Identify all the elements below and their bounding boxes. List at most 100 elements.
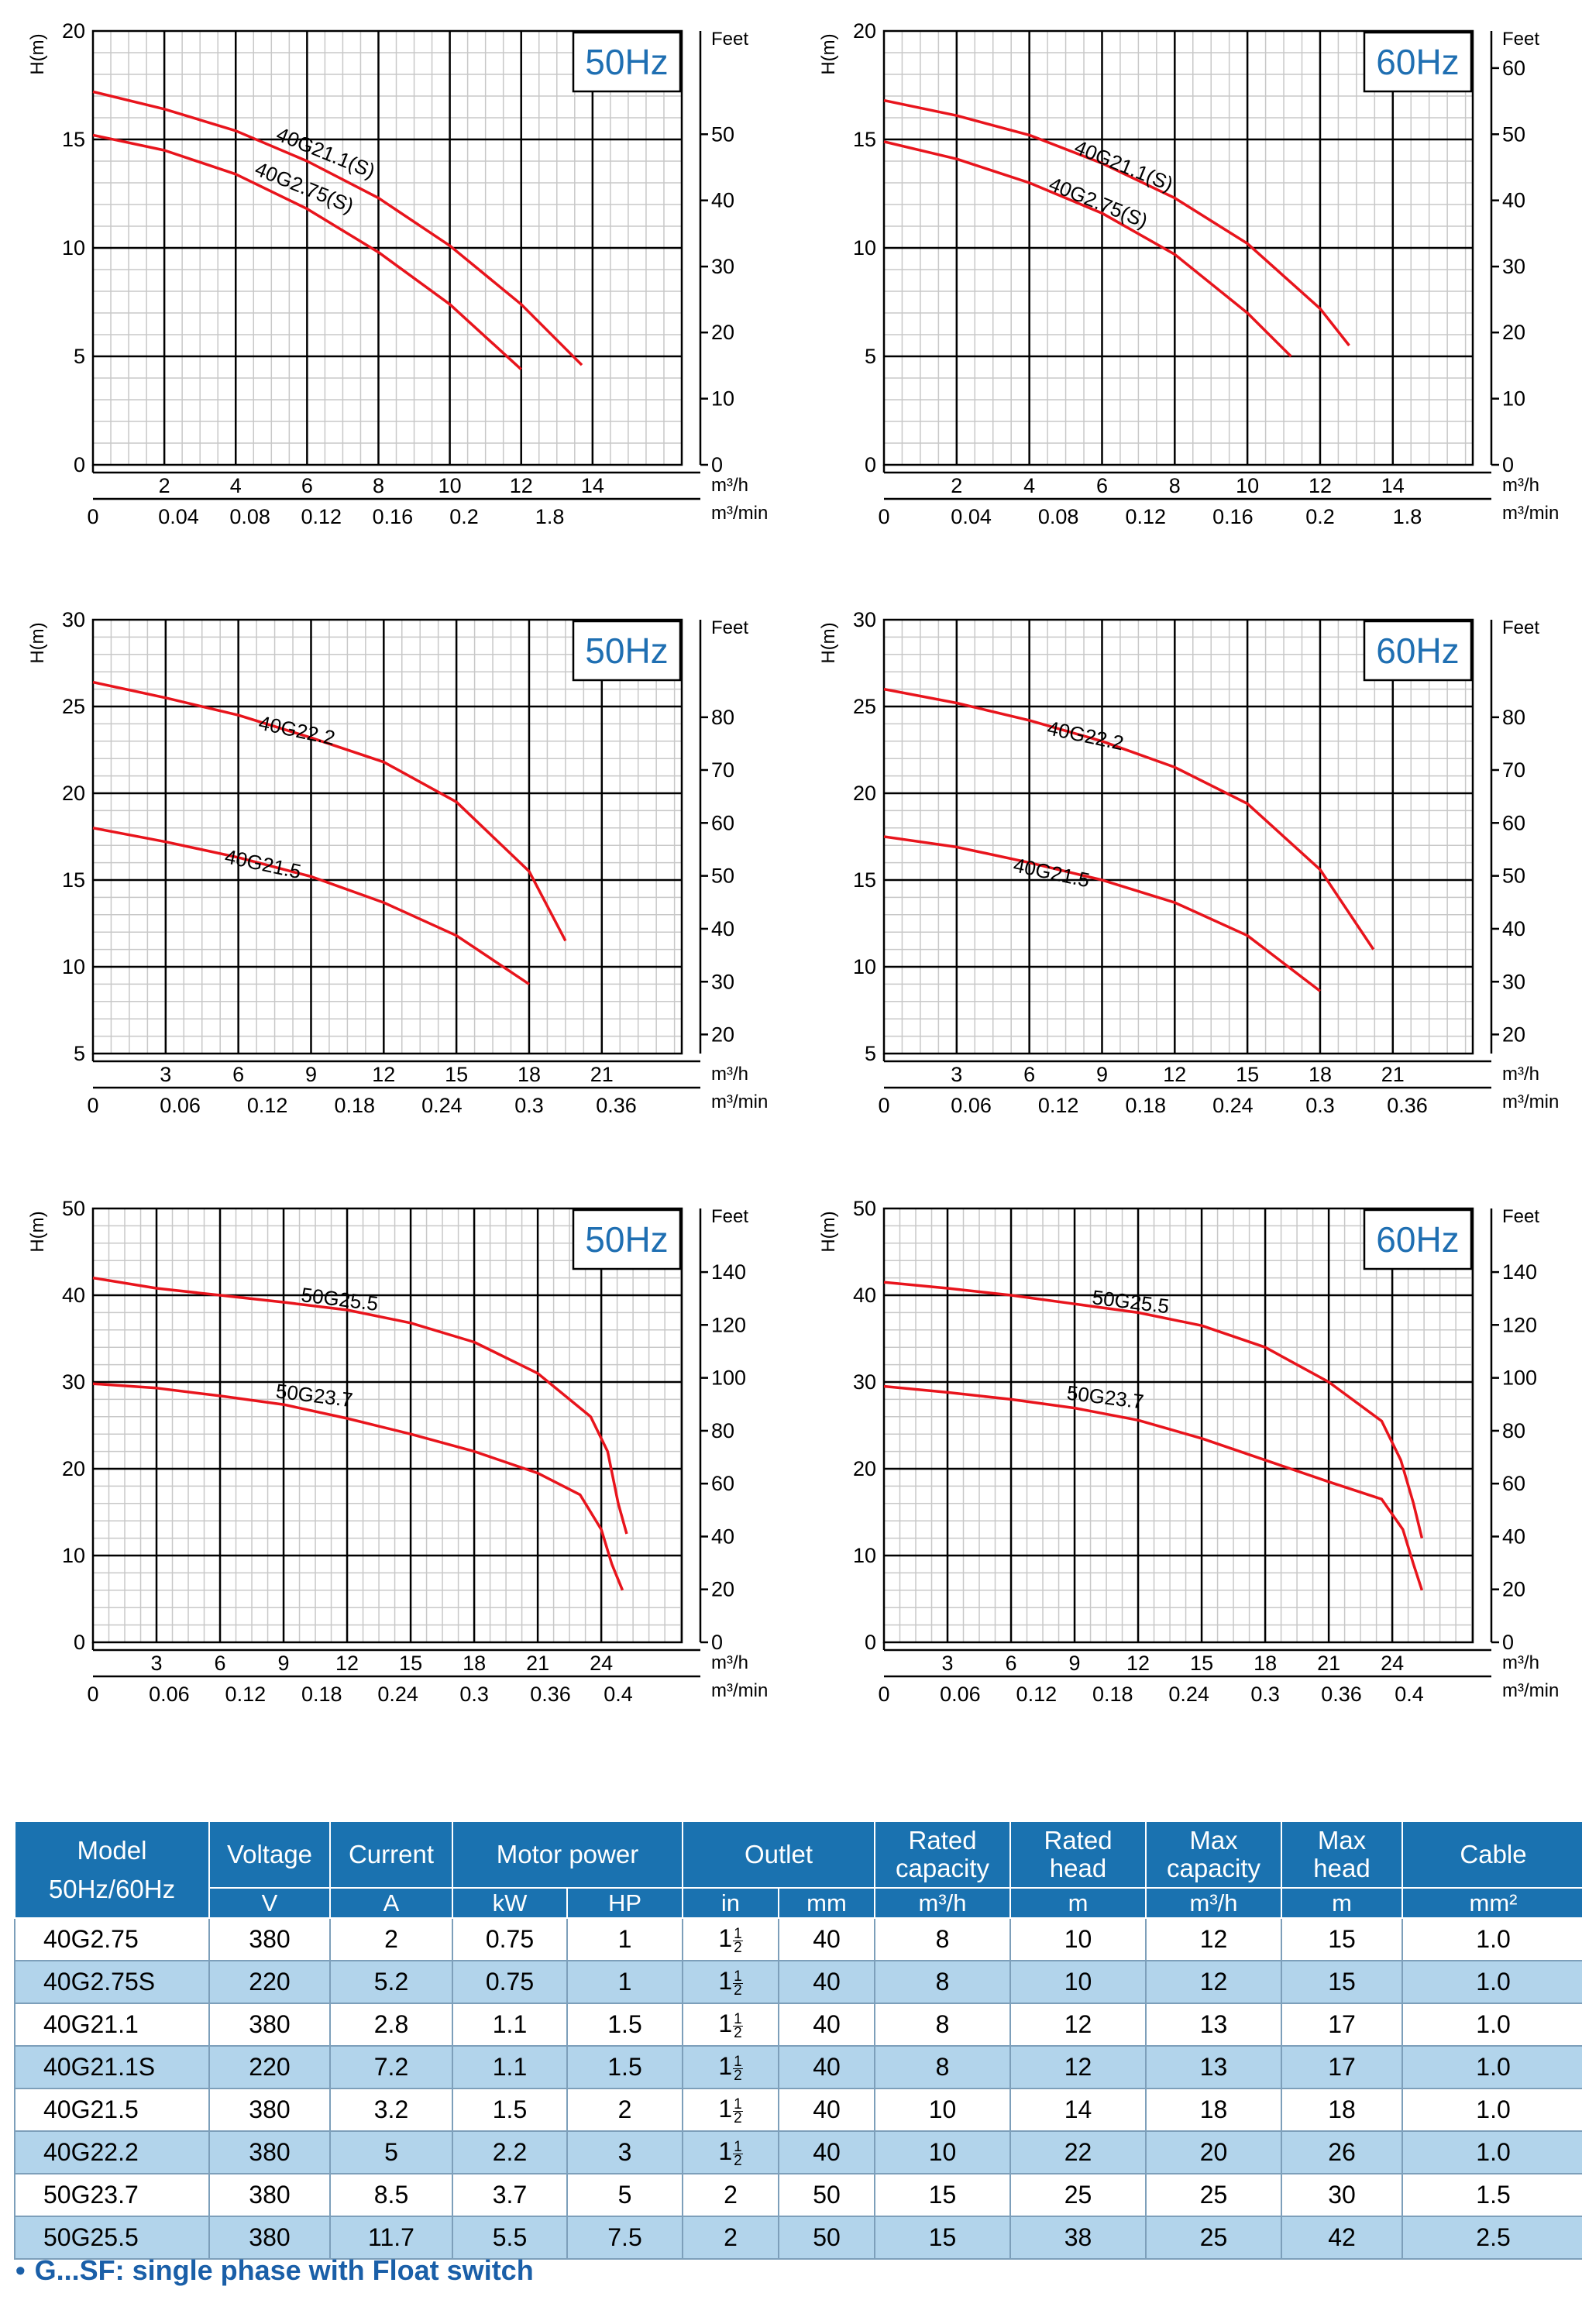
cell-max-head: 42	[1281, 2216, 1404, 2260]
flow-unit-min: m³/min	[711, 503, 768, 524]
feet-tick-label: 60	[711, 1472, 734, 1495]
cell-outlet-in: 2	[682, 2216, 779, 2260]
feet-tick-label: 50	[711, 122, 734, 146]
cell-rated-head: 38	[1009, 2216, 1147, 2260]
performance-curve	[883, 1384, 1424, 1591]
table-row: 40G21.1 380 2.8 1.1 1.5 1 1 2 40 8 12 13 17 1.0	[14, 2003, 1582, 2047]
x2-tick-label: 0.08	[229, 505, 270, 528]
x-tick-label: 8	[373, 474, 384, 497]
feet-tick-label: 120	[1502, 1313, 1537, 1336]
cell-kw: 1.1	[452, 2045, 568, 2089]
x2-tick-label: 0.12	[1038, 1094, 1079, 1117]
feet-tick-label: 40	[711, 1525, 734, 1548]
cell-cable: 1.0	[1401, 1917, 1582, 1961]
x2-tick-label: 0.24	[377, 1683, 418, 1706]
header-current: Current	[329, 1820, 453, 1889]
x-tick-label: 6	[232, 1063, 244, 1086]
table-row: 50G25.5 380 11.7 5.5 7.5 2 50 15 38 25 42 2.5	[14, 2216, 1582, 2260]
cell-kw: 2.2	[452, 2130, 568, 2174]
cell-rated-head: 10	[1009, 1917, 1147, 1961]
cell-mm: 40	[777, 2088, 876, 2132]
y-tick-label: 20	[853, 782, 876, 805]
performance-curve	[92, 680, 567, 942]
unit-kw: kW	[452, 1887, 568, 1919]
x2-tick-label: 0.12	[225, 1683, 267, 1706]
x2-tick-label: 0.04	[951, 505, 992, 528]
y-tick-label: 20	[853, 19, 876, 43]
x2-tick-label: 0.3	[1305, 1094, 1335, 1117]
cell-current: 11.7	[329, 2216, 453, 2260]
footnote: • G...SF: single phase with Float switch	[15, 2254, 534, 2287]
feet-tick-label: 10	[711, 387, 734, 411]
x-tick-label: 12	[1126, 1652, 1150, 1675]
cell-cable: 1.0	[1401, 1960, 1582, 2004]
header-voltage: Voltage	[208, 1820, 331, 1889]
curve-label: 40G22.2	[256, 711, 337, 750]
cell-rated-head: 10	[1009, 1960, 1147, 2004]
frequency-label: 50Hz	[585, 42, 668, 82]
cell-voltage: 220	[208, 2045, 331, 2089]
y-tick-label: 30	[853, 1370, 876, 1394]
cell-max-capacity: 18	[1145, 2088, 1283, 2132]
unit-max-head: m	[1281, 1887, 1404, 1919]
x-tick-label: 3	[160, 1063, 171, 1086]
x2-tick-label: 0.36	[1387, 1094, 1428, 1117]
x-tick-label: 15	[1236, 1063, 1259, 1086]
inch-whole: 1	[718, 1967, 733, 1996]
flow-unit-h: m³/h	[1502, 475, 1539, 496]
plot-frame	[91, 29, 683, 466]
x-tick-label: 24	[590, 1652, 613, 1675]
x-tick-label: 3	[941, 1652, 953, 1675]
cell-kw: 0.75	[452, 1917, 568, 1961]
feet-axis-title: Feet	[1502, 1206, 1539, 1227]
cell-rated-capacity: 10	[874, 2130, 1012, 2174]
cell-hp: 1.5	[566, 2045, 683, 2089]
feet-tick-label: 140	[1502, 1260, 1537, 1284]
x-tick-label: 12	[372, 1063, 395, 1086]
feet-tick-label: 0	[711, 453, 723, 476]
feet-tick-label: 0	[1502, 1631, 1514, 1654]
x2-tick-label: 0.18	[334, 1094, 375, 1117]
feet-tick-label: 50	[711, 865, 734, 888]
x2-tick-label: 0.2	[449, 505, 479, 528]
feet-tick-label: 100	[1502, 1367, 1537, 1390]
inch-whole: 2	[724, 2181, 738, 2209]
feet-axis-title: Feet	[711, 29, 748, 50]
pump-curve-chart-4: 5 10 15 20 25 30 H(m) 20 30 40 50 60 70 80 Feet 3 6 9 12 15…	[818, 608, 1559, 1117]
inch-numerator: 1	[733, 2138, 743, 2155]
y-tick-label: 15	[62, 128, 85, 151]
cell-kw: 1.1	[452, 2003, 568, 2047]
x-tick-label: 15	[445, 1063, 468, 1086]
cell-voltage: 220	[208, 1960, 331, 2004]
cell-hp: 7.5	[566, 2216, 683, 2260]
feet-tick-label: 30	[1502, 255, 1525, 278]
y-tick-label: 40	[62, 1284, 85, 1307]
cell-rated-head: 14	[1009, 2088, 1147, 2132]
cell-kw: 1.5	[452, 2088, 568, 2132]
table-row: 40G2.75S 220 5.2 0.75 1 1 1 2 40 8 10 12 15 1.0	[14, 1960, 1582, 2004]
x2-tick-label: 0.36	[1321, 1683, 1362, 1706]
cell-current: 2	[329, 1917, 453, 1961]
y-axis-title: H(m)	[818, 1211, 839, 1252]
cell-voltage: 380	[208, 2088, 331, 2132]
x-tick-label: 9	[305, 1063, 317, 1086]
cell-current: 3.2	[329, 2088, 453, 2132]
inch-whole: 2	[724, 2223, 738, 2251]
x2-tick-label: 0	[87, 505, 98, 528]
x-tick-label: 2	[159, 474, 170, 497]
feet-tick-label: 40	[711, 917, 734, 940]
cell-current: 5	[329, 2130, 453, 2174]
x-tick-label: 4	[230, 474, 242, 497]
cell-max-head: 15	[1281, 1917, 1404, 1961]
y-axis-title: H(m)	[27, 622, 48, 663]
feet-tick-label: 30	[711, 970, 734, 993]
x2-tick-label: 0.12	[301, 505, 342, 528]
